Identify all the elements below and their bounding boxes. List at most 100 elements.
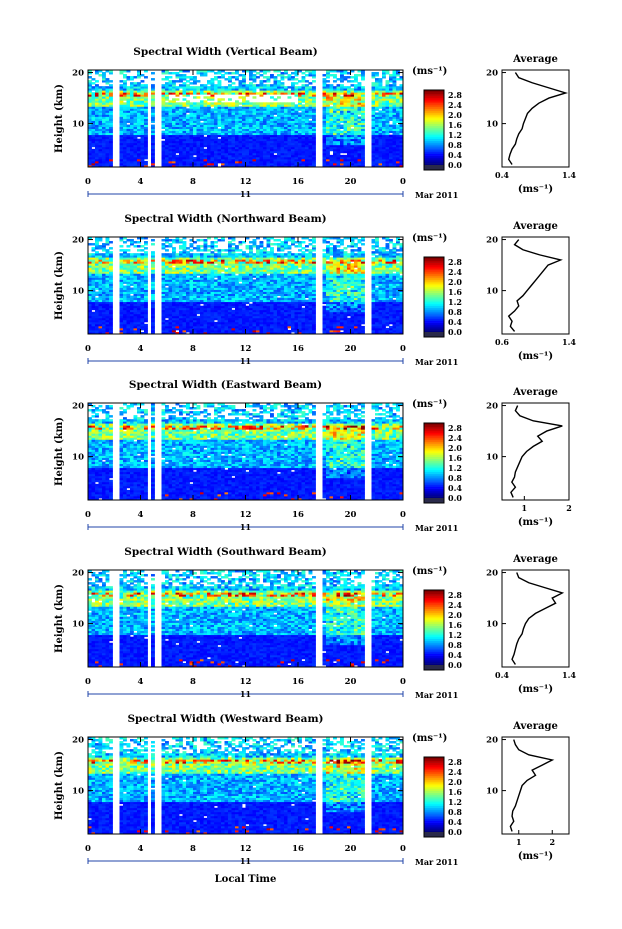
- x-tick-label: 16: [292, 510, 304, 520]
- colorbar-swatch: [424, 432, 444, 435]
- x-tick-label: 8: [190, 177, 196, 187]
- colorbar-tick-label: 1.2: [448, 297, 462, 307]
- colorbar-tick-label: 0.0: [448, 160, 462, 170]
- colorbar-swatch: [424, 757, 444, 760]
- panel-4: Spectral Width (Southward Beam) 20 10 Heigh…: [54, 546, 576, 700]
- colorbar-swatch: [424, 322, 444, 325]
- colorbar-swatch: [424, 258, 444, 262]
- colorbar-tick-label: 1.6: [448, 453, 462, 463]
- profile-x-tick-label: 2: [549, 837, 555, 847]
- colorbar-swatch: [424, 264, 444, 267]
- profile-x-label: (ms⁻¹): [518, 684, 553, 695]
- panel-title: Spectral Width (Eastward Beam): [129, 379, 322, 391]
- colorbar-swatch: [424, 822, 444, 825]
- colorbar-swatch: [424, 818, 444, 822]
- y-tick-label: 20: [72, 69, 84, 79]
- colorbar-swatch: [424, 595, 444, 598]
- colorbar-swatch: [424, 285, 444, 288]
- heatmap-cells: [88, 237, 404, 335]
- colorbar-swatch: [424, 484, 444, 488]
- colorbar-swatch: [424, 655, 444, 658]
- colorbar-swatch: [424, 792, 444, 795]
- colorbar-swatch: [424, 277, 444, 280]
- colorbar-swatch: [424, 488, 444, 491]
- colorbar-swatch: [424, 260, 444, 263]
- colorbar-swatch: [424, 772, 444, 775]
- colorbar-swatch: [424, 798, 444, 801]
- colorbar-swatch: [424, 281, 444, 284]
- colorbar-tick-label: 2.8: [448, 590, 462, 600]
- profile-line: [510, 405, 563, 498]
- colorbar-swatch: [424, 473, 444, 476]
- profile-y-tick-label: 10: [486, 120, 498, 130]
- colorbar-tick-label: 2.4: [448, 267, 462, 277]
- profile-y-tick-label: 20: [486, 402, 498, 412]
- colorbar-swatch: [424, 807, 444, 810]
- x-tick-label: 12: [240, 510, 252, 520]
- profile-panel: Average 20 10 1 2 (ms⁻¹): [486, 387, 572, 528]
- colorbar-swatch: [424, 620, 444, 623]
- date-label: 11: [240, 689, 251, 699]
- y-axis-label: Height (km): [54, 251, 65, 320]
- panel-3: Spectral Width (Eastward Beam)2010Height…: [54, 379, 572, 533]
- y-tick-label: 10: [72, 120, 84, 130]
- colorbar-tick-label: 2.8: [448, 90, 462, 100]
- colorbar-swatch: [424, 659, 444, 662]
- colorbar-swatch: [424, 317, 444, 320]
- profile-y-tick-label: 20: [486, 569, 498, 579]
- x-tick-label: 0: [85, 344, 91, 354]
- colorbar-swatch: [424, 618, 444, 621]
- colorbar-swatch: [424, 93, 444, 96]
- panel-title: Spectral Width (Vertical Beam): [133, 46, 317, 58]
- colorbar-swatch: [424, 125, 444, 128]
- colorbar-swatch: [424, 307, 444, 310]
- date-label: 11: [240, 522, 251, 532]
- colorbar-swatch: [424, 644, 444, 647]
- colorbar-swatch: [424, 136, 444, 140]
- colorbar-swatch: [424, 612, 444, 615]
- y-tick-label: 20: [72, 569, 84, 579]
- colorbar-tick-label: 0.4: [448, 483, 462, 493]
- colorbar-swatch: [424, 781, 444, 784]
- colorbar-tick-label: 1.2: [448, 130, 462, 140]
- colorbar-swatch: [424, 794, 444, 797]
- colorbar-swatch: [424, 118, 444, 121]
- colorbar-swatch: [424, 441, 444, 444]
- profile-panel: Average 20 10 0.4 1.4 (ms⁻¹): [486, 54, 576, 195]
- profile-x-label: (ms⁻¹): [518, 351, 553, 362]
- colorbar-swatch: [424, 324, 444, 327]
- date-label: 11: [240, 189, 251, 199]
- profile-y-tick-label: 10: [486, 620, 498, 630]
- colorbar-swatch: [424, 597, 444, 600]
- colorbar-frame: [423, 256, 445, 338]
- colorbar-swatch: [424, 593, 444, 596]
- colorbar-swatch: [424, 105, 444, 108]
- colorbar-swatch: [424, 298, 444, 301]
- colorbar-swatch: [424, 796, 444, 799]
- colorbar-swatch: [424, 133, 444, 136]
- colorbar-swatch: [424, 313, 444, 316]
- colorbar-tick-label: 0.4: [448, 317, 462, 327]
- colorbar-swatch: [424, 762, 444, 765]
- colorbar-swatch: [424, 95, 444, 98]
- x-tick-label: 4: [138, 177, 144, 187]
- colorbar-swatch: [424, 830, 444, 833]
- colorbar-swatch: [424, 468, 444, 471]
- colorbar-swatch: [424, 135, 444, 138]
- colorbar-swatch: [424, 436, 444, 439]
- colorbar-swatch: [424, 605, 444, 608]
- profile-x-tick-label: 0.6: [495, 337, 509, 347]
- colorbar-swatch: [424, 469, 444, 473]
- colorbar-swatch: [424, 268, 444, 271]
- colorbar-swatch: [424, 138, 444, 141]
- colorbar-swatch: [424, 811, 444, 814]
- colorbar-swatch: [424, 311, 444, 314]
- colorbar-swatch: [424, 766, 444, 769]
- profile-frame: [501, 69, 570, 168]
- profile-title: Average: [512, 721, 558, 732]
- y-tick-label: 10: [72, 287, 84, 297]
- x-tick-label: 20: [345, 677, 357, 687]
- profile-y-tick-label: 10: [486, 787, 498, 797]
- colorbar-swatch: [424, 775, 444, 778]
- month-label: Mar 2011: [415, 857, 458, 867]
